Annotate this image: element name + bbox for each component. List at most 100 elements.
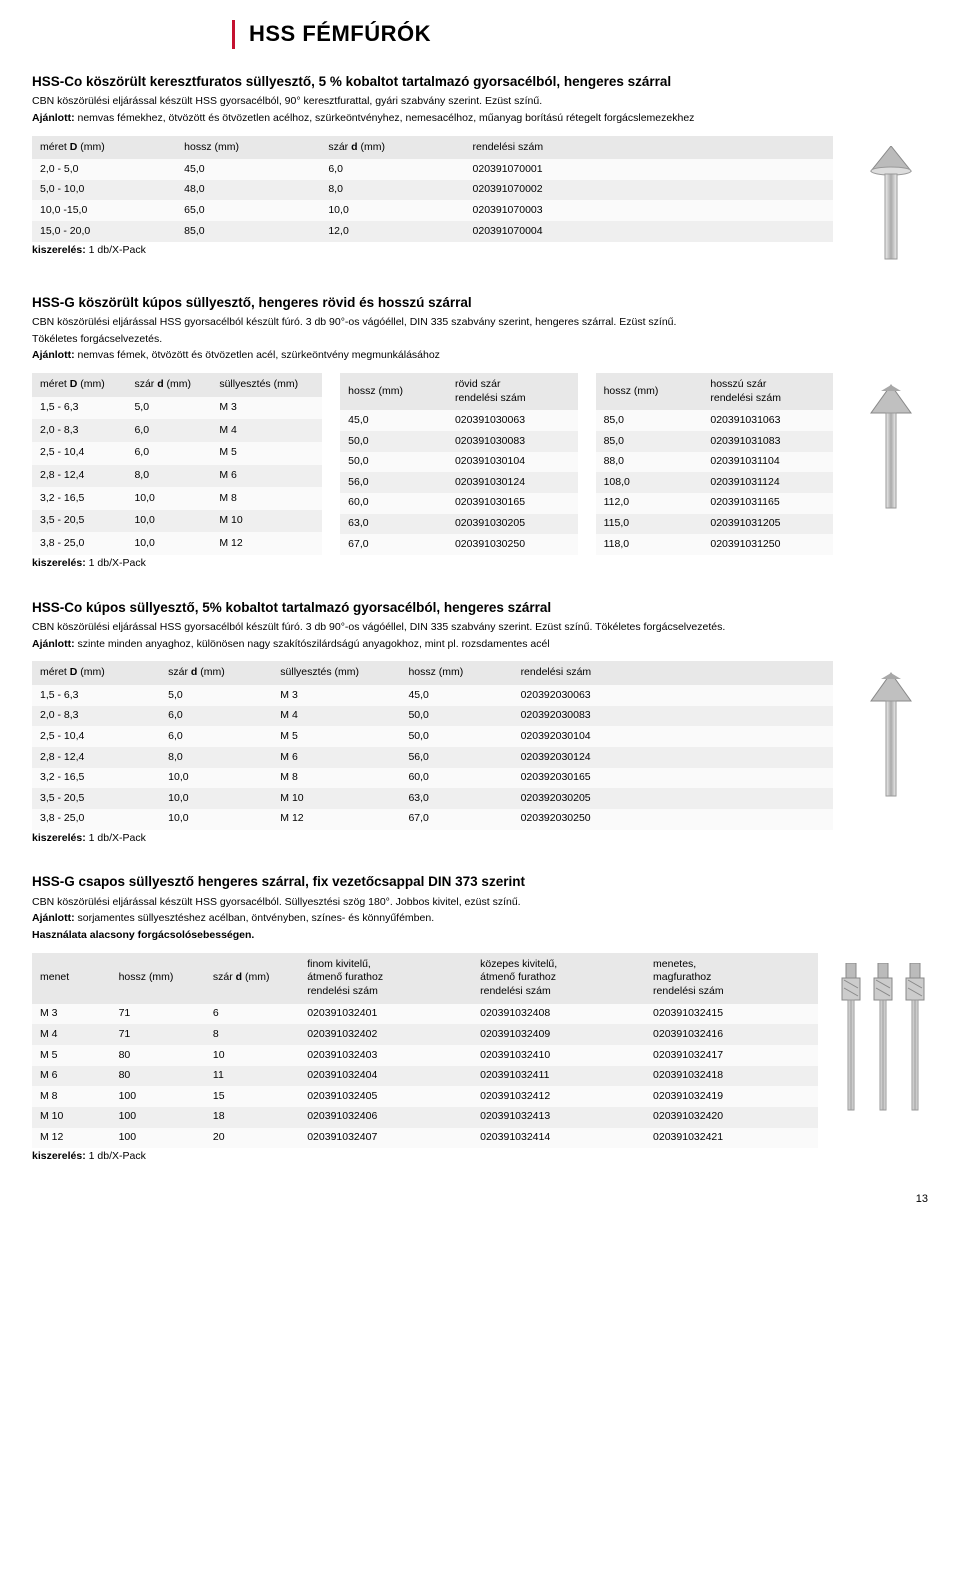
- table-cell: 45,0: [176, 159, 320, 180]
- table-header: menet: [32, 953, 111, 1004]
- table-cell: 100: [111, 1107, 205, 1128]
- table-row: 88,0020391031104: [596, 452, 833, 473]
- table-cell: 8,0: [126, 465, 211, 488]
- table-cell: 020391031063: [702, 410, 833, 431]
- table-row: M 81001502039103240502039103241202039103…: [32, 1086, 818, 1107]
- table-cell: 80: [111, 1066, 205, 1087]
- table-cell: M 12: [32, 1128, 111, 1149]
- section-4: HSS-G csapos süllyesztő hengeres szárral…: [32, 873, 928, 1164]
- table-cell: 3,8 - 25,0: [32, 809, 160, 830]
- table-cell: M 3: [211, 397, 322, 420]
- table-header: rövid szárrendelési szám: [447, 373, 578, 410]
- table-cell: 50,0: [340, 431, 447, 452]
- product-image-2: [853, 373, 928, 513]
- table-cell: 020392030083: [513, 706, 833, 727]
- table-cell: 020391031250: [702, 534, 833, 555]
- table-row: M 10100180203910324060203910324130203910…: [32, 1107, 818, 1128]
- table-row: 45,0020391030063: [340, 410, 577, 431]
- section-2-desc2: Tökéletes forgácselvezetés.: [32, 332, 928, 347]
- table-cell: 020391030124: [447, 472, 578, 493]
- section-3-ajanlott: Ajánlott: szinte minden anyaghoz, különö…: [32, 637, 928, 652]
- table-cell: 020391030083: [447, 431, 578, 452]
- table-row: M 47180203910324020203910324090203910324…: [32, 1024, 818, 1045]
- table-cell: 45,0: [340, 410, 447, 431]
- table-cell: 020391031083: [702, 431, 833, 452]
- table-header: szár d (mm): [160, 661, 272, 685]
- section-3-title: HSS-Co kúpos süllyesztő, 5% kobaltot tar…: [32, 599, 928, 617]
- table-cell: 020391032418: [645, 1066, 818, 1087]
- table-cell: 10,0: [160, 788, 272, 809]
- table-row: 2,0 - 8,36,0M 4: [32, 419, 322, 442]
- table-cell: M 6: [32, 1066, 111, 1087]
- table-cell: 020392030063: [513, 685, 833, 706]
- table-cell: 10: [205, 1045, 299, 1066]
- table-cell: M 3: [272, 685, 400, 706]
- table-cell: M 10: [32, 1107, 111, 1128]
- table-row: 60,0020391030165: [340, 493, 577, 514]
- table-row: 2,8 - 12,48,0M 656,0020392030124: [32, 747, 833, 768]
- table-cell: 80: [111, 1045, 205, 1066]
- table-cell: M 4: [211, 419, 322, 442]
- table-cell: 6: [205, 1004, 299, 1025]
- table-cell: 8,0: [320, 180, 464, 201]
- table-cell: 8,0: [160, 747, 272, 768]
- table-2c: hossz (mm)hosszú szárrendelési szám 85,0…: [596, 373, 833, 555]
- table-cell: 020391032405: [299, 1086, 472, 1107]
- table-cell: M 10: [272, 788, 400, 809]
- ajanlott-text: nemvas fémekhez, ötvözött és ötvözetlen …: [78, 112, 695, 124]
- section-2-desc1: CBN köszörülési eljárással HSS gyorsacél…: [32, 315, 928, 330]
- table-cell: 2,8 - 12,4: [32, 465, 126, 488]
- table-cell: 020392030205: [513, 788, 833, 809]
- table-row: 50,0020391030083: [340, 431, 577, 452]
- product-image-3: [853, 661, 928, 801]
- table-cell: M 3: [32, 1004, 111, 1025]
- table-cell: 3,8 - 25,0: [32, 532, 126, 555]
- table-cell: 2,0 - 5,0: [32, 159, 176, 180]
- table-row: 108,0020391031124: [596, 472, 833, 493]
- table-cell: 100: [111, 1128, 205, 1149]
- table-cell: 020391032412: [472, 1086, 645, 1107]
- table-cell: 10,0 -15,0: [32, 200, 176, 221]
- table-cell: 020391032416: [645, 1024, 818, 1045]
- table-row: M 12100200203910324070203910324140203910…: [32, 1128, 818, 1149]
- table-row: 3,8 - 25,010,0M 1267,0020392030250: [32, 809, 833, 830]
- table-cell: 020391032415: [645, 1004, 818, 1025]
- page-number: 13: [32, 1192, 928, 1206]
- table-cell: 020391032421: [645, 1128, 818, 1149]
- table-header: szár d (mm): [320, 136, 464, 160]
- table-cell: 020391030063: [447, 410, 578, 431]
- table-cell: 2,5 - 10,4: [32, 726, 160, 747]
- table-cell: 8: [205, 1024, 299, 1045]
- table-header: rendelési szám: [513, 661, 833, 685]
- table-cell: 020391032406: [299, 1107, 472, 1128]
- table-cell: 71: [111, 1004, 205, 1025]
- table-cell: 3,2 - 16,5: [32, 487, 126, 510]
- table-cell: 12,0: [320, 221, 464, 242]
- table-cell: 48,0: [176, 180, 320, 201]
- table-cell: 3,5 - 20,5: [32, 788, 160, 809]
- table-4: menethossz (mm)szár d (mm)finom kivitelű…: [32, 953, 818, 1148]
- table-cell: 020392030104: [513, 726, 833, 747]
- page-title: HSS FÉMFÚRÓK: [249, 20, 928, 49]
- table-header: szár d (mm): [205, 953, 299, 1004]
- table-cell: 50,0: [340, 452, 447, 473]
- table-cell: 6,0: [160, 726, 272, 747]
- table-cell: 20: [205, 1128, 299, 1149]
- section-2: HSS-G köszörült kúpos süllyesztő, henger…: [32, 294, 928, 571]
- table-row: 3,5 - 20,510,0M 10: [32, 510, 322, 533]
- table-row: 2,8 - 12,48,0M 6: [32, 465, 322, 488]
- table-cell: 50,0: [400, 706, 512, 727]
- table-cell: M 5: [272, 726, 400, 747]
- table-cell: 3,2 - 16,5: [32, 768, 160, 789]
- table-cell: 2,0 - 8,3: [32, 419, 126, 442]
- table-cell: M 4: [272, 706, 400, 727]
- table-header: hossz (mm): [176, 136, 320, 160]
- table-cell: 020391031124: [702, 472, 833, 493]
- table-header: méret D (mm): [32, 373, 126, 397]
- product-image-1: [853, 136, 928, 266]
- table-cell: 6,0: [160, 706, 272, 727]
- table-cell: 50,0: [400, 726, 512, 747]
- table-cell: 020392030165: [513, 768, 833, 789]
- table-cell: 020391070002: [465, 180, 833, 201]
- table-cell: 118,0: [596, 534, 703, 555]
